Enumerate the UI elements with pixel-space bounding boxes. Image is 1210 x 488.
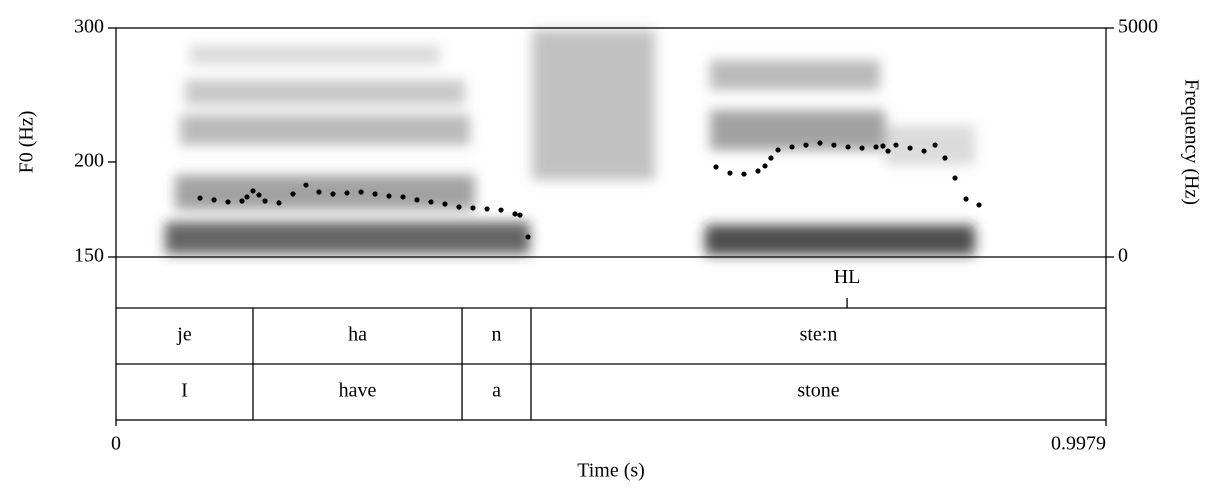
pitch-point — [517, 212, 523, 218]
pitch-point — [845, 144, 851, 150]
pitch-point — [290, 191, 296, 197]
pitch-point — [303, 182, 309, 188]
x-axis-label: Time (s) — [577, 460, 645, 482]
pitch-point — [727, 170, 733, 176]
pitch-point — [976, 202, 982, 208]
pitch-point — [276, 200, 282, 206]
pitch-point — [803, 142, 809, 148]
tier-point-label: HL — [834, 266, 861, 288]
pitch-point — [256, 192, 262, 198]
pitch-point — [885, 148, 891, 154]
pitch-point — [316, 189, 322, 195]
pitch-point — [344, 190, 350, 196]
pitch-point — [873, 144, 879, 150]
pitch-point — [239, 198, 245, 204]
pitch-point — [225, 199, 231, 205]
pitch-point — [400, 194, 406, 200]
pitch-point — [525, 234, 531, 240]
pitch-point — [831, 142, 837, 148]
pitch-point — [358, 189, 364, 195]
pitch-point — [942, 155, 948, 161]
pitch-point — [817, 140, 823, 146]
y-tick-label: 200 — [74, 150, 104, 172]
pitch-point — [755, 168, 761, 174]
y2-tick-label: 5000 — [1118, 16, 1158, 38]
pitch-point — [262, 198, 268, 204]
pitch-point — [932, 142, 938, 148]
tier-label: stone — [797, 380, 839, 402]
tier-label: have — [339, 380, 377, 402]
pitch-point — [470, 205, 476, 211]
tier-label: a — [492, 380, 501, 402]
pitch-point — [789, 144, 795, 150]
pitch-point — [512, 211, 518, 217]
pitch-point — [211, 197, 217, 203]
pitch-point — [775, 147, 781, 153]
pitch-point — [880, 143, 886, 149]
pitch-point — [244, 194, 250, 200]
pitch-point — [372, 191, 378, 197]
tier-label: n — [492, 324, 502, 346]
pitch-point — [963, 196, 969, 202]
pitch-point — [907, 145, 913, 151]
pitch-point — [330, 191, 336, 197]
x-tick-label: 0 — [111, 433, 121, 455]
y-tick-label: 300 — [74, 16, 104, 38]
pitch-point — [498, 207, 504, 213]
pitch-point — [442, 201, 448, 207]
pitch-point — [428, 199, 434, 205]
y-axis-label: F0 (Hz) — [16, 111, 38, 174]
tier-label: je — [176, 324, 192, 346]
pitch-point — [414, 197, 420, 203]
pitch-point — [768, 155, 774, 161]
pitch-point — [921, 148, 927, 154]
pitch-point — [762, 163, 768, 169]
pitch-point — [952, 175, 958, 181]
pitch-point — [197, 195, 203, 201]
y-tick-label: 150 — [74, 245, 104, 267]
pitch-point — [859, 145, 865, 151]
pitch-point — [741, 171, 747, 177]
pitch-point — [386, 193, 392, 199]
y2-tick-label: 0 — [1118, 245, 1128, 267]
plot-frame — [115, 27, 1107, 421]
pitch-point — [250, 188, 256, 194]
x-tick-label: 0.9979 — [1051, 433, 1106, 455]
tier-label: ste:n — [800, 324, 838, 346]
pitch-point — [484, 206, 490, 212]
tier-label: I — [181, 380, 188, 402]
pitch-point — [713, 164, 719, 170]
y2-axis-label: Frequency (Hz) — [1180, 79, 1202, 205]
tier-label: ha — [348, 324, 367, 346]
pitch-point — [893, 142, 899, 148]
pitch-point — [456, 204, 462, 210]
spectrogram — [165, 30, 975, 255]
